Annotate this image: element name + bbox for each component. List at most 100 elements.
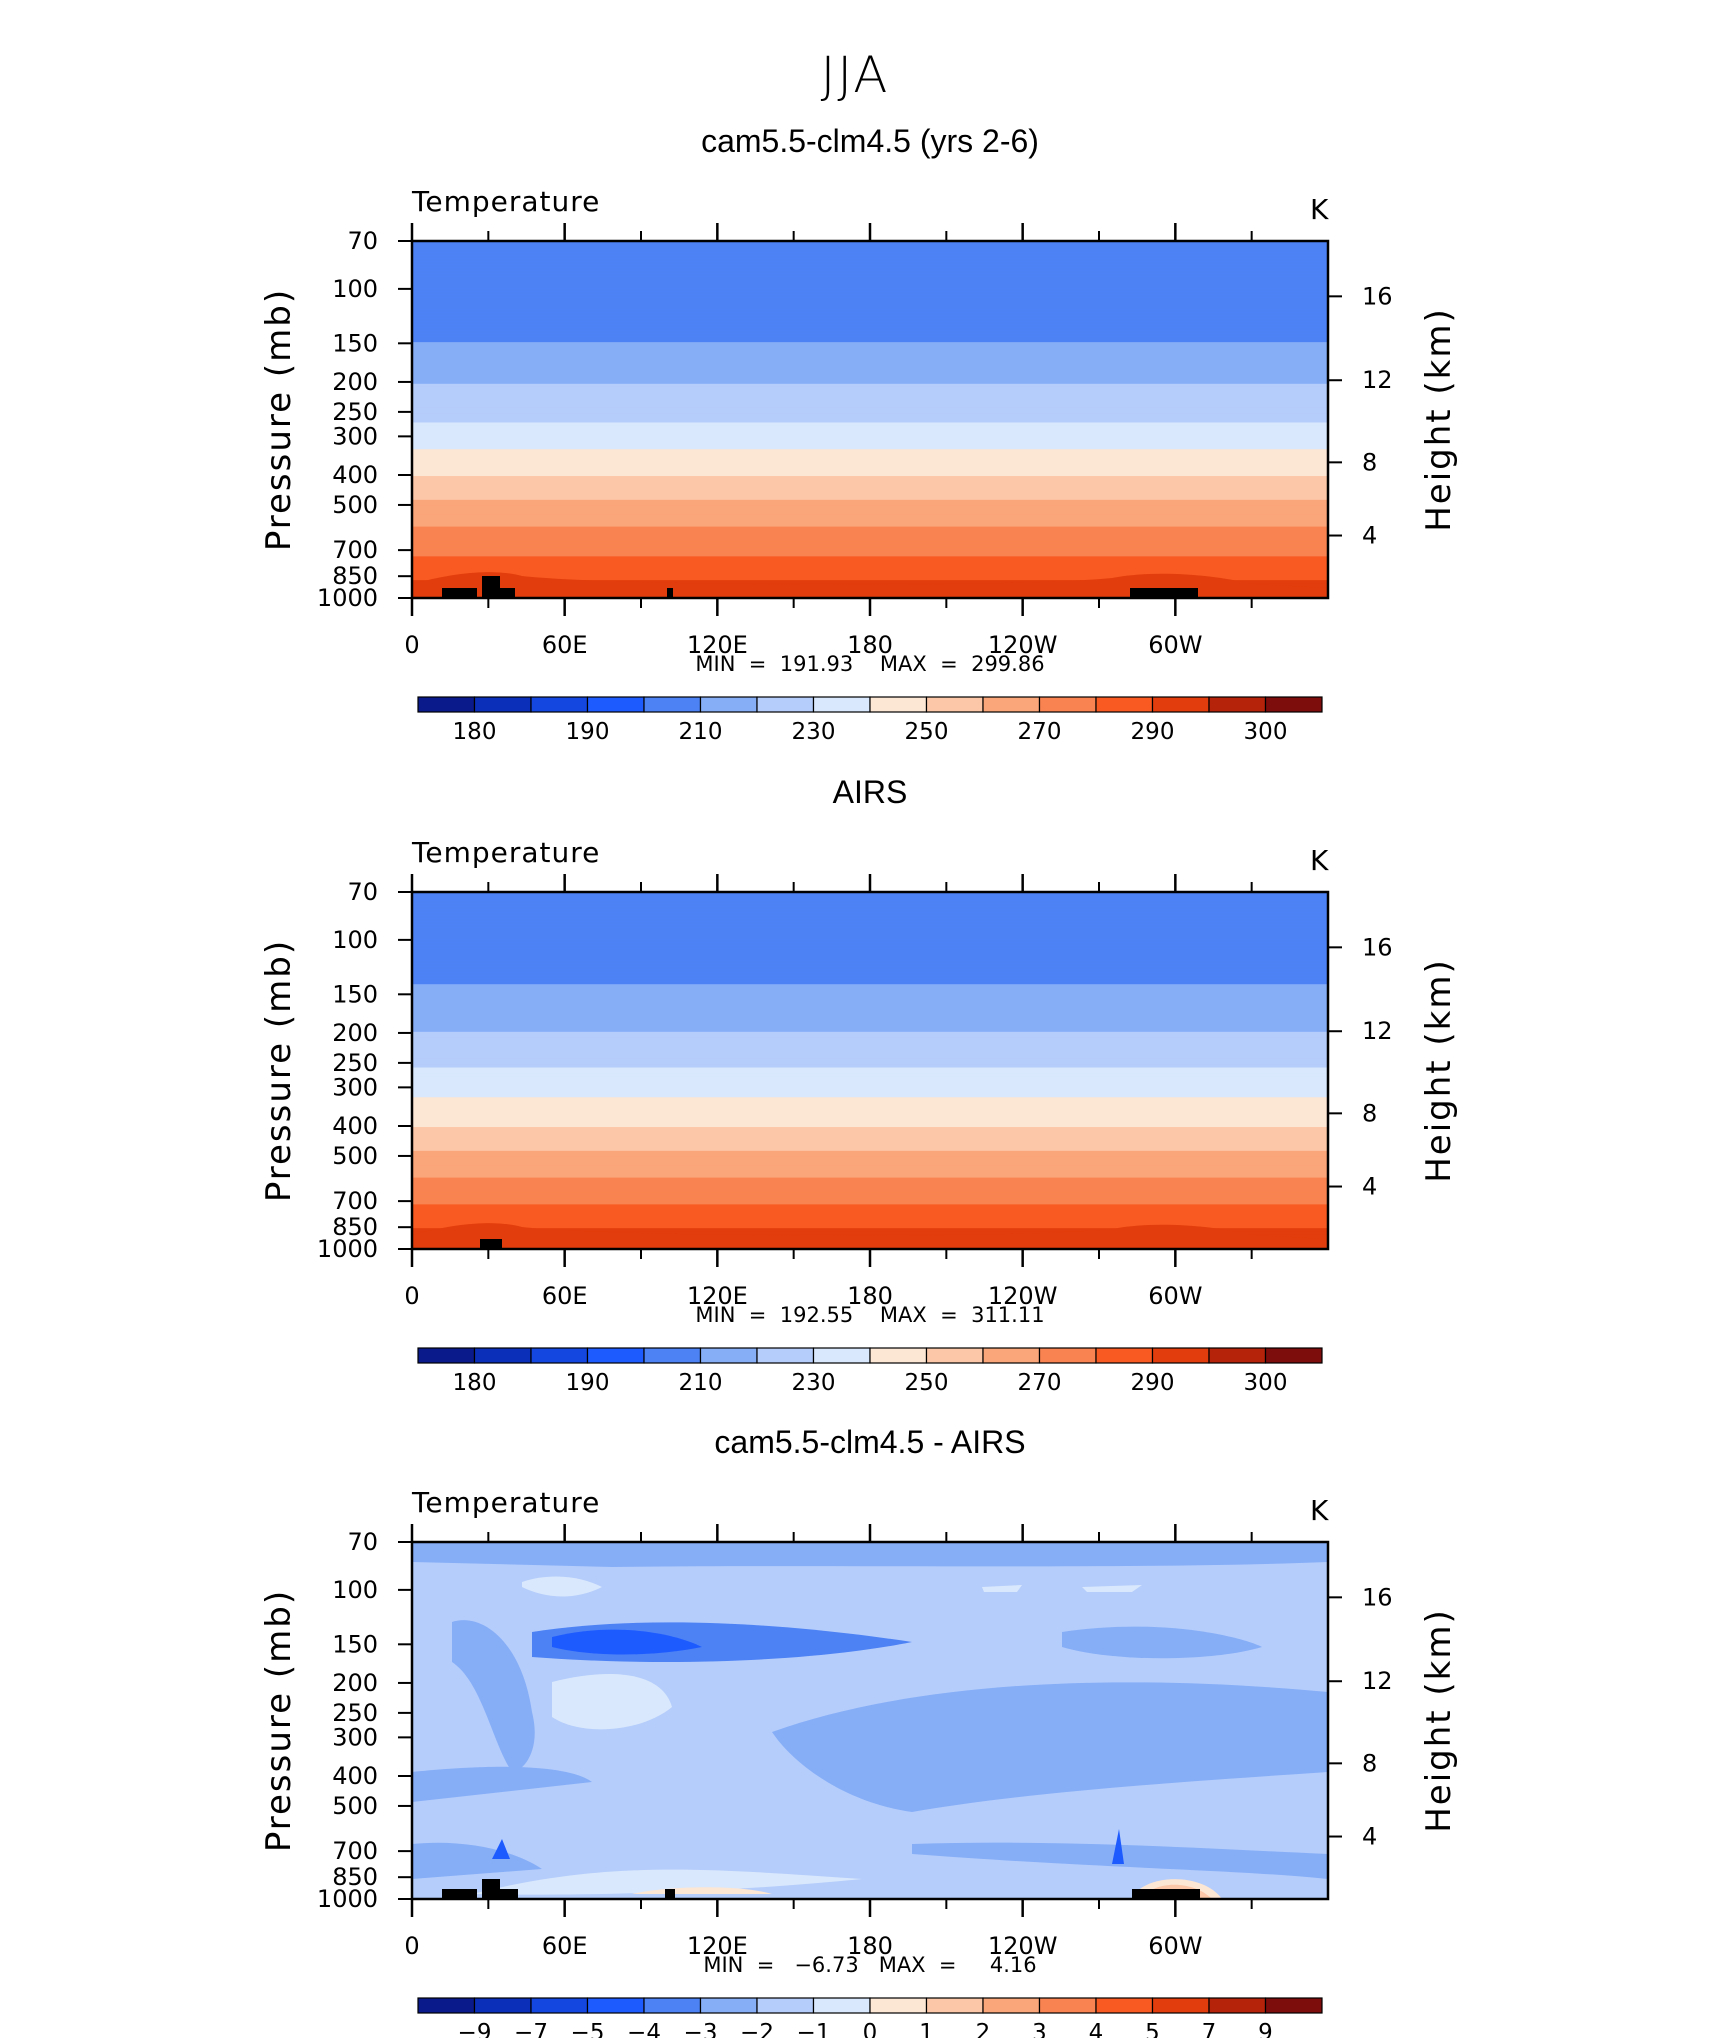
contour-band <box>412 255 1328 260</box>
contour-band <box>412 984 1328 988</box>
contour-band <box>412 892 1328 896</box>
contour-band <box>412 505 1328 510</box>
x-tick-label: 0 <box>404 631 419 659</box>
contour-band <box>412 428 1328 433</box>
colorbar-label: 270 <box>1018 1370 1062 1396</box>
colorbar-swatch <box>643 1347 702 1364</box>
contour-band <box>412 544 1328 549</box>
contour-band <box>412 1147 1328 1152</box>
colorbar-label: 300 <box>1244 1370 1288 1396</box>
y-tick-label: 1000 <box>317 1235 378 1263</box>
contour-region <box>552 1674 672 1730</box>
y-tick-label: 70 <box>347 878 378 906</box>
contour-band <box>412 1195 1328 1200</box>
contour-band <box>412 1040 1328 1045</box>
contour-band <box>412 1135 1328 1140</box>
contour-band <box>412 987 1328 991</box>
contour-band <box>412 915 1328 920</box>
contour-band <box>412 511 1328 516</box>
contour-band <box>412 264 1328 269</box>
contour-band <box>412 532 1328 537</box>
contour-band <box>412 996 1328 1000</box>
contour-region <box>472 1869 862 1895</box>
contour-band <box>412 1168 1328 1173</box>
contour-band <box>412 1165 1328 1170</box>
contour-band <box>412 285 1328 290</box>
contour-region <box>552 1629 702 1655</box>
min-max-stats: MIN = 191.93 MAX = 299.86 <box>695 652 1044 676</box>
contour-band <box>412 389 1328 394</box>
contour-band <box>412 903 1328 908</box>
contour-band <box>412 241 1328 245</box>
contour-band <box>412 981 1328 986</box>
contour-band <box>412 473 1328 477</box>
colorbar-swatch <box>417 1997 476 2014</box>
contour-band <box>412 318 1328 323</box>
colorbar-swatch <box>473 1347 532 1364</box>
min-max-stats: MIN = −6.73 MAX = 4.16 <box>703 1953 1036 1977</box>
colorbar-swatch <box>643 1997 702 2014</box>
contour-band <box>412 1183 1328 1188</box>
y-tick-label: 200 <box>332 1019 378 1047</box>
y-tick-label: 250 <box>332 1049 378 1077</box>
contour-band <box>412 1058 1328 1063</box>
contour-band <box>412 963 1328 968</box>
figure-title: JJA <box>821 46 890 104</box>
contour-band <box>412 556 1328 561</box>
y-tick-label: 300 <box>332 1723 378 1751</box>
colorbar-label: −2 <box>740 2020 774 2038</box>
contour-band <box>412 999 1328 1003</box>
contour-band <box>412 479 1328 483</box>
x-tick-label: 60E <box>542 631 588 659</box>
y-tick-label: 1000 <box>317 1885 378 1913</box>
y-right-axis-label: Height (km) <box>1419 1608 1459 1833</box>
contour-band <box>412 1186 1328 1191</box>
colorbar-swatch <box>643 696 702 713</box>
contour-band <box>412 1079 1328 1084</box>
contour-band <box>412 526 1328 531</box>
y-tick-label: 700 <box>332 536 378 564</box>
x-tick-label: 60W <box>1148 1932 1202 1960</box>
contour-band <box>412 1034 1328 1039</box>
colorbar-label: 230 <box>792 719 836 745</box>
contour-band <box>412 1124 1328 1128</box>
topography-mask <box>480 1239 502 1249</box>
y-tick-label: 100 <box>332 1576 378 1604</box>
contour-band <box>412 966 1328 971</box>
colorbar-swatch <box>417 696 476 713</box>
colorbar-swatch <box>1264 696 1323 713</box>
contour-band <box>412 906 1328 911</box>
contour-band <box>412 565 1328 570</box>
contour-band <box>412 446 1328 451</box>
contour-band <box>412 912 1328 917</box>
contour-band <box>412 1130 1328 1134</box>
colorbar-label: 270 <box>1018 719 1062 745</box>
contour-band <box>412 1082 1328 1087</box>
y-tick-label: 850 <box>332 562 378 590</box>
contour-band <box>412 535 1328 540</box>
contour-band <box>412 276 1328 281</box>
contour-band <box>412 1097 1328 1102</box>
colorbar-swatch <box>1264 1997 1323 2014</box>
contour-band <box>412 484 1328 489</box>
y-tick-label: 500 <box>332 1792 378 1820</box>
contour-band <box>412 336 1328 340</box>
contour-band <box>412 909 1328 914</box>
contour-region <box>412 1542 1328 1567</box>
contour-band <box>412 571 1328 575</box>
contour-band <box>412 574 1328 578</box>
contour-band <box>412 508 1328 513</box>
contour-band <box>412 362 1328 367</box>
x-tick-label: 180 <box>847 631 893 659</box>
contour-band <box>412 894 1328 899</box>
contour-band <box>412 490 1328 495</box>
contour-band <box>412 1073 1328 1078</box>
colorbar-swatch <box>1208 1347 1267 1364</box>
contour-field <box>412 1542 1328 1899</box>
contour-band <box>412 327 1328 332</box>
contour-band <box>412 306 1328 311</box>
contour-band <box>412 1210 1328 1215</box>
contour-band <box>412 315 1328 320</box>
